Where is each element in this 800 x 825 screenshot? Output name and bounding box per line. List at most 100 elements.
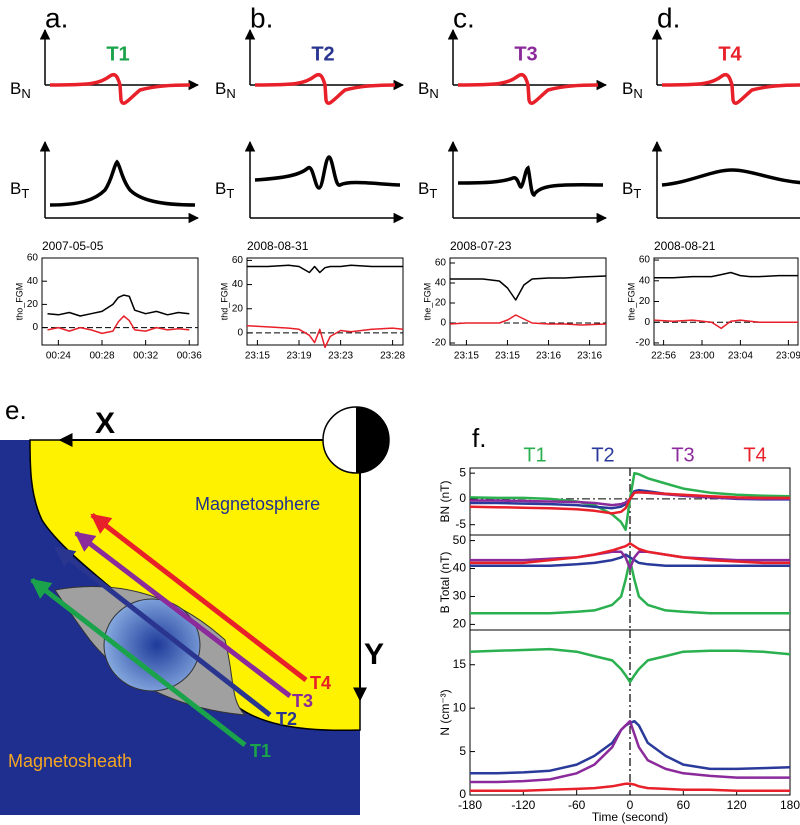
- plot-frame: [653, 257, 799, 346]
- x-tick-label: 23:16: [536, 351, 561, 362]
- x-tick-label: 180: [780, 798, 800, 812]
- subscript: T: [226, 186, 234, 201]
- y-axis-label: B Total (nT): [438, 552, 452, 614]
- probe-label: T4: [310, 673, 331, 693]
- probe-label: T2: [276, 709, 297, 729]
- panel-label: e.: [5, 395, 27, 425]
- y-tick-label: 40: [435, 278, 447, 289]
- flux-core: [103, 598, 201, 692]
- series-line: [469, 490, 790, 515]
- x-tick-label: -120: [511, 798, 535, 812]
- symbol: B: [418, 179, 429, 198]
- series-line: [246, 324, 404, 349]
- diagram-e: e. X Y Magnetosphere Magnetosheath T1 T2…: [0, 395, 390, 815]
- x-tick-label: 23:00: [689, 351, 714, 362]
- legend-entry: T3: [671, 444, 694, 466]
- y-tick-label: 60: [639, 255, 651, 266]
- x-tick-label: 0: [627, 798, 634, 812]
- y-tick-label: 15: [453, 657, 467, 671]
- x-tick-label: 60: [677, 798, 691, 812]
- region-label: Magnetosheath: [8, 751, 132, 771]
- series-line: [470, 542, 790, 565]
- panel-label: f.: [472, 423, 486, 453]
- axis-label: BN: [418, 79, 439, 101]
- axis-label: BT: [622, 179, 641, 201]
- panel-label: d.: [657, 2, 680, 33]
- symbol: B: [418, 79, 429, 98]
- subscript: T: [633, 186, 641, 201]
- schematic-curve: [49, 72, 191, 105]
- subscript: N: [21, 86, 30, 101]
- x-tick-label: 00:28: [89, 351, 114, 362]
- y-tick-label: 40: [639, 275, 651, 286]
- x-tick-label: 00:32: [133, 351, 158, 362]
- schematic-curve: [254, 155, 401, 190]
- legend-entry: T2: [591, 444, 614, 466]
- probe-label: T1: [106, 43, 129, 65]
- trajectory: [30, 578, 247, 747]
- subscript: N: [226, 86, 235, 101]
- y-tick-label: 0: [237, 328, 243, 339]
- x-tick-label: 23:16: [577, 351, 602, 362]
- plot-frame: [449, 257, 607, 346]
- trajectory: [54, 546, 272, 717]
- schematic-curve: [49, 159, 196, 207]
- axis-label: BT: [215, 179, 234, 201]
- y-tick-label: 0: [32, 322, 38, 333]
- y-tick-label: 0: [459, 491, 466, 505]
- series-line: [450, 275, 607, 301]
- schematic-curve: [661, 72, 800, 105]
- symbol: B: [215, 179, 226, 198]
- axis-name: X: [95, 407, 115, 440]
- axis-label: BN: [622, 79, 643, 101]
- y-axis-label: BN (nT): [438, 480, 452, 522]
- y-tick-label: 10: [453, 700, 467, 714]
- schematic-curve: [661, 168, 800, 187]
- x-tick-label: 23:28: [380, 351, 405, 362]
- panel-label: b.: [250, 2, 273, 33]
- y-tick-label: 0: [459, 787, 466, 801]
- subscript: N: [633, 86, 642, 101]
- subscript: T: [429, 186, 437, 201]
- axis-label: BT: [418, 179, 437, 201]
- y-tick-label: 20: [27, 299, 39, 310]
- series-line: [247, 264, 403, 274]
- series-line: [470, 550, 790, 570]
- probe-label: T3: [292, 691, 313, 711]
- legend-entry: T4: [743, 444, 766, 466]
- symbol: B: [622, 79, 633, 98]
- series-line: [470, 782, 790, 792]
- axis-label: BN: [10, 79, 31, 101]
- probe-label: T2: [311, 43, 334, 65]
- y-tick-label: 60: [232, 255, 244, 266]
- x-tick-label: 23:19: [286, 351, 311, 362]
- y-axis-label: tho_FGM: [14, 283, 24, 321]
- x-tick-label: 22:56: [651, 351, 676, 362]
- sun-symbol-dark: [356, 407, 389, 473]
- y-tick-label: -20: [432, 338, 447, 349]
- y-tick-label: -20: [636, 338, 651, 349]
- y-tick-label: 20: [639, 296, 651, 307]
- y-tick-label: 40: [27, 276, 39, 287]
- x-tick-label: -60: [568, 798, 586, 812]
- probe-label: T3: [514, 43, 537, 65]
- y-tick-label: 5: [459, 744, 466, 758]
- y-axis-label: thd_FGM: [219, 283, 229, 321]
- series-line: [47, 315, 190, 335]
- y-tick-label: 40: [232, 279, 244, 290]
- probe-label: T1: [250, 741, 271, 761]
- series-line: [449, 314, 607, 326]
- symbol: B: [215, 79, 226, 98]
- region-label: Magnetosphere: [195, 494, 320, 514]
- chart-title: 2008-08-31: [247, 239, 309, 253]
- x-tick-label: 23:09: [776, 351, 800, 362]
- x-tick-label: 23:23: [328, 351, 353, 362]
- y-tick-label: 20: [435, 298, 447, 309]
- x-tick-label: 23:15: [245, 351, 270, 362]
- chart-title: 2007-05-05: [42, 239, 104, 253]
- y-tick-label: 20: [453, 617, 467, 631]
- chart-title: 2008-07-23: [450, 239, 512, 253]
- y-tick-label: -5: [455, 517, 466, 531]
